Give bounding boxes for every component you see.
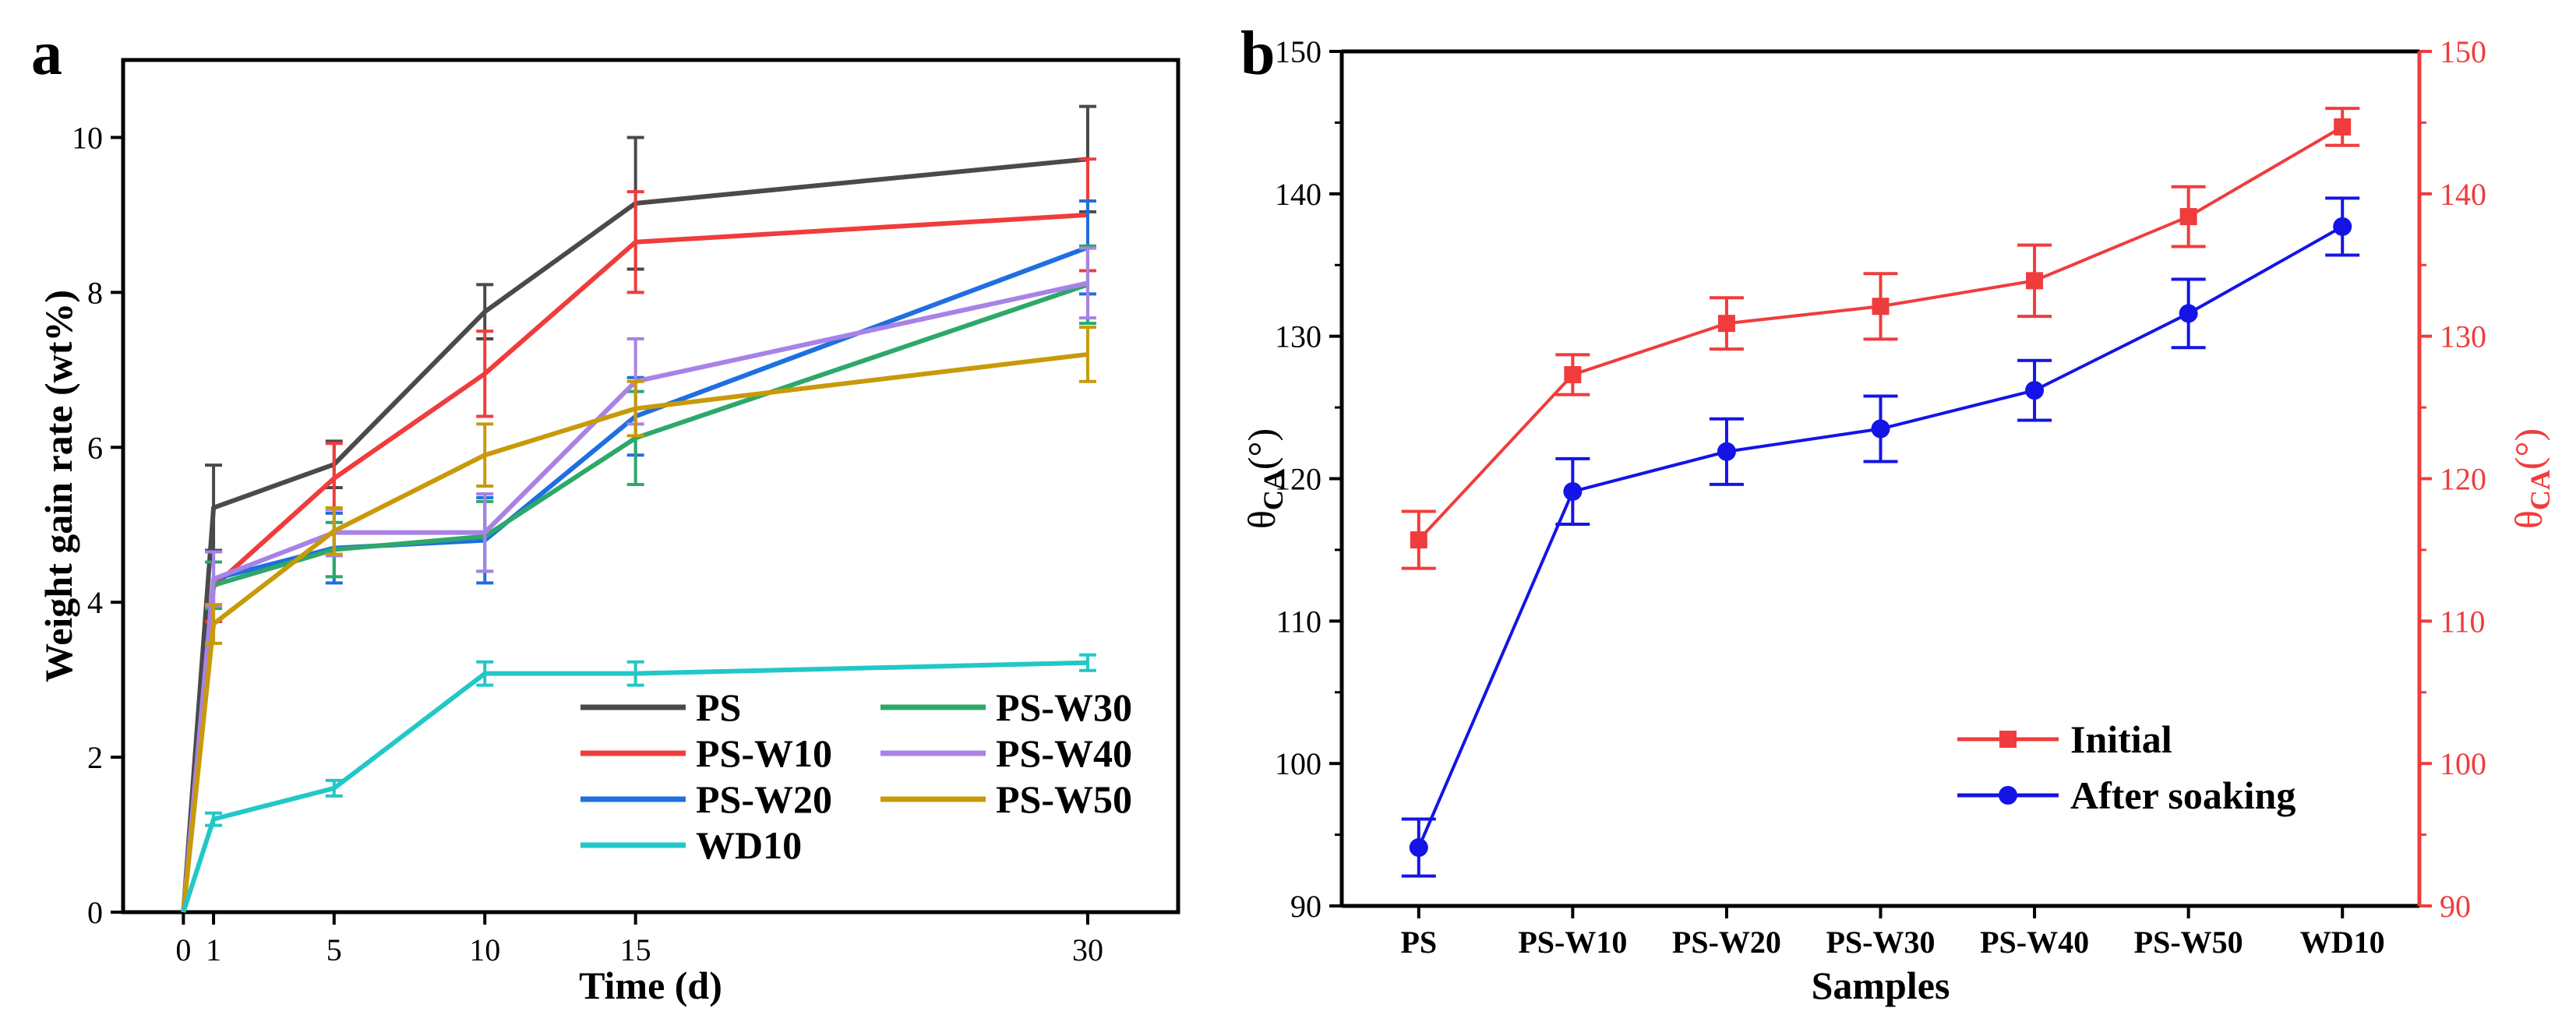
right-y-axis-label-unit: (°) xyxy=(2507,428,2550,470)
legend-label-after-soaking: After soaking xyxy=(2070,774,2295,817)
legend-label-ps-w40: PS-W40 xyxy=(996,731,1132,775)
series-ps-w20 xyxy=(181,199,1096,913)
data-point-after-soaking xyxy=(1563,481,1583,501)
x-tick-label: 30 xyxy=(1072,932,1103,967)
x-tick-label: 15 xyxy=(620,932,651,967)
legend-label-ps-w10: PS-W10 xyxy=(696,731,832,775)
left-y-tick-label: 110 xyxy=(1276,604,1322,639)
series-initial xyxy=(1401,107,2360,570)
left-y-axis-label: θCA(°) xyxy=(1240,428,1289,529)
x-tick-label: 10 xyxy=(469,932,500,967)
right-y-tick-label: 90 xyxy=(2440,889,2471,924)
x-tick-label-wd10: WD10 xyxy=(2300,925,2385,960)
legend-marker-initial xyxy=(1999,731,2017,748)
panel-a-letter: a xyxy=(31,19,62,88)
right-y-tick-label: 100 xyxy=(2440,746,2486,781)
left-y-tick-label: 140 xyxy=(1275,177,1322,212)
series-line-ps xyxy=(181,157,1089,913)
right-y-axis-label-symbol: θ xyxy=(2507,510,2550,529)
left-y-tick-label: 90 xyxy=(1290,889,1322,924)
data-point-after-soaking xyxy=(1717,442,1736,461)
y-tick-label: 4 xyxy=(87,585,103,620)
series-wd10 xyxy=(181,653,1096,913)
right-y-axis-label-subscript: CA xyxy=(2525,470,2556,510)
legend-label-initial: Initial xyxy=(2070,717,2172,761)
right-y-tick-label: 120 xyxy=(2440,462,2486,497)
y-tick-label: 0 xyxy=(87,895,103,930)
data-point-after-soaking xyxy=(1409,838,1428,858)
series-ps-w30 xyxy=(181,244,1096,913)
panel-b-letter: b xyxy=(1240,19,1276,88)
data-point-after-soaking xyxy=(2333,217,2352,236)
data-point-initial xyxy=(1410,531,1427,549)
left-y-tick-label: 100 xyxy=(1275,746,1322,781)
left-y-axis-label-unit: (°) xyxy=(1240,428,1283,470)
x-axis-label: Samples xyxy=(1812,964,1950,1007)
legend-label-ps-w30: PS-W30 xyxy=(996,685,1132,729)
x-axis-label: Time (d) xyxy=(579,964,722,1007)
right-y-tick-label: 150 xyxy=(2440,34,2486,69)
y-tick-label: 8 xyxy=(87,275,103,310)
x-tick-label-ps-w30: PS-W30 xyxy=(1826,925,1936,960)
series-line-ps-w40 xyxy=(181,280,1089,913)
x-tick-label-ps-w40: PS-W40 xyxy=(1980,925,2089,960)
left-y-tick-label: 130 xyxy=(1275,319,1322,354)
series-after-soaking xyxy=(1401,196,2360,878)
x-tick-label: 5 xyxy=(326,932,342,967)
data-point-after-soaking xyxy=(1871,419,1890,439)
data-point-initial xyxy=(1564,366,1582,384)
data-point-initial xyxy=(2334,118,2352,136)
y-axis-label: Weight gain rate (wt%) xyxy=(37,290,80,682)
x-tick-label-ps-w50: PS-W50 xyxy=(2134,925,2243,960)
series-line-wd10 xyxy=(181,660,1089,913)
left-y-axis-label-symbol: θ xyxy=(1240,510,1283,529)
left-y-axis-label-subscript: CA xyxy=(1258,470,1289,510)
data-point-initial xyxy=(1872,298,1890,315)
y-tick-label: 2 xyxy=(87,740,103,775)
panel-a-frame xyxy=(121,58,1180,914)
data-point-initial xyxy=(1717,315,1735,333)
series-line-ps-w10 xyxy=(181,212,1089,913)
x-tick-label-ps-w10: PS-W10 xyxy=(1518,925,1627,960)
data-point-after-soaking xyxy=(2179,304,2198,323)
y-tick-label: 6 xyxy=(87,430,103,465)
right-y-tick-label: 110 xyxy=(2440,604,2486,639)
left-y-tick-label: 150 xyxy=(1275,34,1322,69)
legend-label-ps-w50: PS-W50 xyxy=(996,777,1132,821)
panel-b-chart: 90 90 100 100 110 110 120 120 130 130 140 140 150 150… xyxy=(1240,34,2556,1007)
y-tick-label: 10 xyxy=(72,120,103,155)
legend-label-wd10: WD10 xyxy=(696,823,802,867)
x-tick-label: 0 xyxy=(175,932,191,967)
x-tick-label: 1 xyxy=(206,932,221,967)
series-line-ps-w50 xyxy=(181,351,1089,913)
legend-label-ps-w20: PS-W20 xyxy=(696,777,832,821)
x-tick-label-ps-w20: PS-W20 xyxy=(1672,925,1781,960)
series-ps-w50 xyxy=(181,326,1096,913)
legend-marker-after-soaking xyxy=(1999,786,2017,805)
right-y-tick-label: 140 xyxy=(2440,177,2486,212)
series-ps-w40 xyxy=(181,246,1096,913)
data-point-after-soaking xyxy=(2025,381,2045,400)
x-tick-label-ps: PS xyxy=(1400,925,1437,960)
data-point-initial xyxy=(2026,272,2044,290)
data-point-initial xyxy=(2179,208,2197,226)
legend-label-ps: PS xyxy=(696,685,741,729)
left-y-tick-label: 120 xyxy=(1275,462,1322,497)
right-y-tick-label: 130 xyxy=(2440,319,2486,354)
right-y-axis-label: θCA(°) xyxy=(2507,428,2556,529)
